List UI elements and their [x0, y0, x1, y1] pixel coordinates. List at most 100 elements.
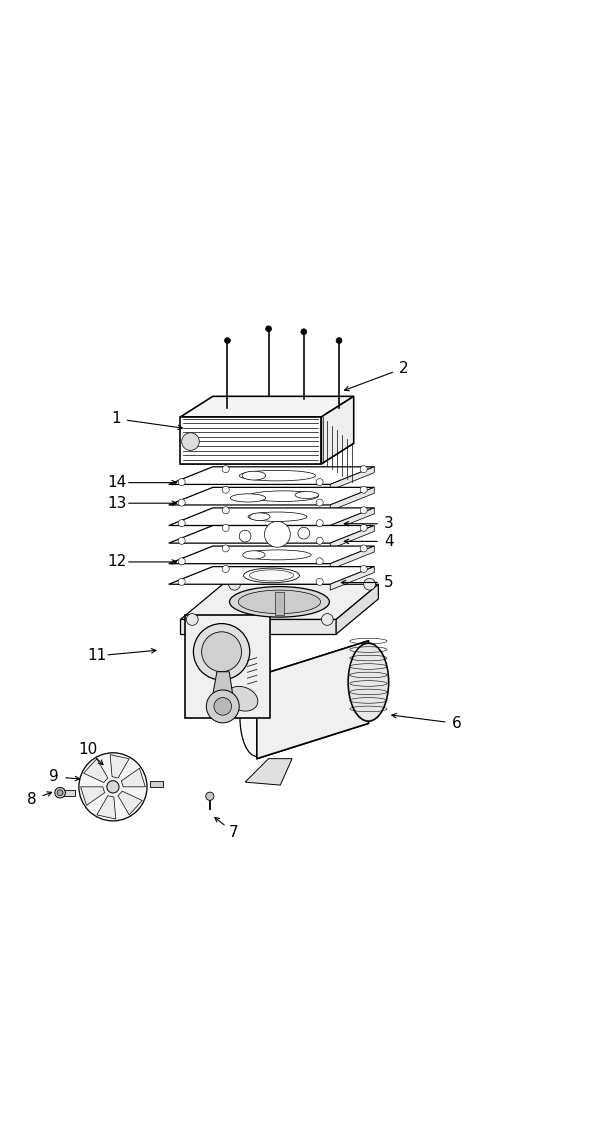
Polygon shape	[169, 567, 374, 584]
Circle shape	[186, 614, 198, 625]
Text: 9: 9	[50, 769, 59, 784]
Polygon shape	[245, 759, 292, 785]
Circle shape	[229, 578, 240, 590]
Circle shape	[316, 578, 323, 585]
Ellipse shape	[242, 551, 265, 559]
Circle shape	[360, 507, 367, 514]
Circle shape	[264, 521, 290, 547]
Polygon shape	[181, 396, 354, 417]
Circle shape	[360, 524, 367, 531]
Circle shape	[363, 578, 375, 590]
Polygon shape	[84, 759, 108, 782]
Polygon shape	[330, 526, 374, 548]
Text: 12: 12	[107, 554, 127, 569]
Polygon shape	[181, 619, 336, 634]
Polygon shape	[169, 546, 374, 563]
Circle shape	[316, 479, 323, 485]
Circle shape	[178, 537, 185, 544]
Ellipse shape	[248, 491, 319, 502]
Polygon shape	[97, 796, 116, 819]
Polygon shape	[118, 791, 142, 815]
Text: 7: 7	[228, 824, 238, 839]
Circle shape	[214, 697, 232, 716]
Circle shape	[222, 545, 230, 552]
Circle shape	[55, 788, 65, 798]
Circle shape	[178, 499, 185, 506]
Circle shape	[222, 507, 230, 514]
Circle shape	[178, 479, 185, 485]
Ellipse shape	[244, 550, 311, 560]
Text: 14: 14	[107, 475, 127, 490]
Polygon shape	[169, 488, 374, 505]
Circle shape	[266, 326, 271, 332]
Circle shape	[239, 530, 251, 542]
Text: 13: 13	[107, 496, 127, 511]
Bar	[60, 790, 75, 796]
Circle shape	[202, 632, 241, 672]
Text: 11: 11	[87, 648, 106, 663]
Polygon shape	[122, 768, 145, 787]
Circle shape	[206, 690, 239, 722]
Polygon shape	[330, 488, 374, 511]
Text: 1: 1	[111, 411, 121, 426]
Ellipse shape	[239, 471, 316, 481]
Polygon shape	[330, 546, 374, 569]
Circle shape	[322, 614, 333, 625]
Polygon shape	[330, 567, 374, 590]
Circle shape	[360, 466, 367, 473]
Ellipse shape	[244, 568, 299, 583]
Ellipse shape	[231, 493, 266, 502]
Ellipse shape	[238, 590, 320, 614]
Text: 6: 6	[451, 716, 461, 731]
Circle shape	[194, 624, 250, 680]
Text: 3: 3	[384, 516, 394, 531]
Polygon shape	[169, 467, 374, 484]
Circle shape	[360, 545, 367, 552]
Ellipse shape	[250, 570, 294, 581]
Ellipse shape	[242, 472, 266, 480]
Circle shape	[222, 524, 230, 531]
Polygon shape	[257, 641, 368, 759]
Ellipse shape	[230, 586, 329, 617]
Circle shape	[178, 520, 185, 527]
Polygon shape	[181, 584, 378, 619]
Circle shape	[360, 487, 367, 493]
Polygon shape	[181, 443, 354, 464]
Circle shape	[225, 338, 231, 344]
Polygon shape	[322, 396, 354, 464]
Polygon shape	[181, 417, 322, 464]
Bar	[275, 592, 284, 615]
Polygon shape	[81, 787, 104, 805]
Ellipse shape	[295, 491, 319, 498]
Circle shape	[301, 329, 307, 334]
Polygon shape	[336, 584, 378, 634]
Polygon shape	[330, 508, 374, 531]
Polygon shape	[110, 755, 129, 777]
Circle shape	[222, 566, 230, 572]
Circle shape	[360, 566, 367, 572]
Circle shape	[222, 466, 230, 473]
Ellipse shape	[227, 686, 258, 711]
Circle shape	[222, 487, 230, 493]
Ellipse shape	[248, 512, 307, 521]
Ellipse shape	[250, 513, 270, 521]
Text: 8: 8	[27, 792, 37, 807]
Circle shape	[316, 520, 323, 527]
Circle shape	[298, 528, 310, 539]
Circle shape	[182, 433, 199, 450]
Ellipse shape	[348, 643, 389, 721]
Polygon shape	[169, 526, 374, 543]
Circle shape	[206, 792, 214, 800]
Text: 4: 4	[384, 534, 394, 548]
Polygon shape	[185, 615, 270, 718]
Text: 5: 5	[384, 575, 394, 590]
Circle shape	[336, 338, 342, 344]
Polygon shape	[211, 672, 234, 706]
Bar	[150, 781, 163, 787]
Circle shape	[316, 499, 323, 506]
Circle shape	[316, 558, 323, 564]
Text: 10: 10	[78, 742, 97, 757]
Circle shape	[316, 537, 323, 544]
Polygon shape	[169, 508, 374, 526]
Polygon shape	[330, 467, 374, 490]
